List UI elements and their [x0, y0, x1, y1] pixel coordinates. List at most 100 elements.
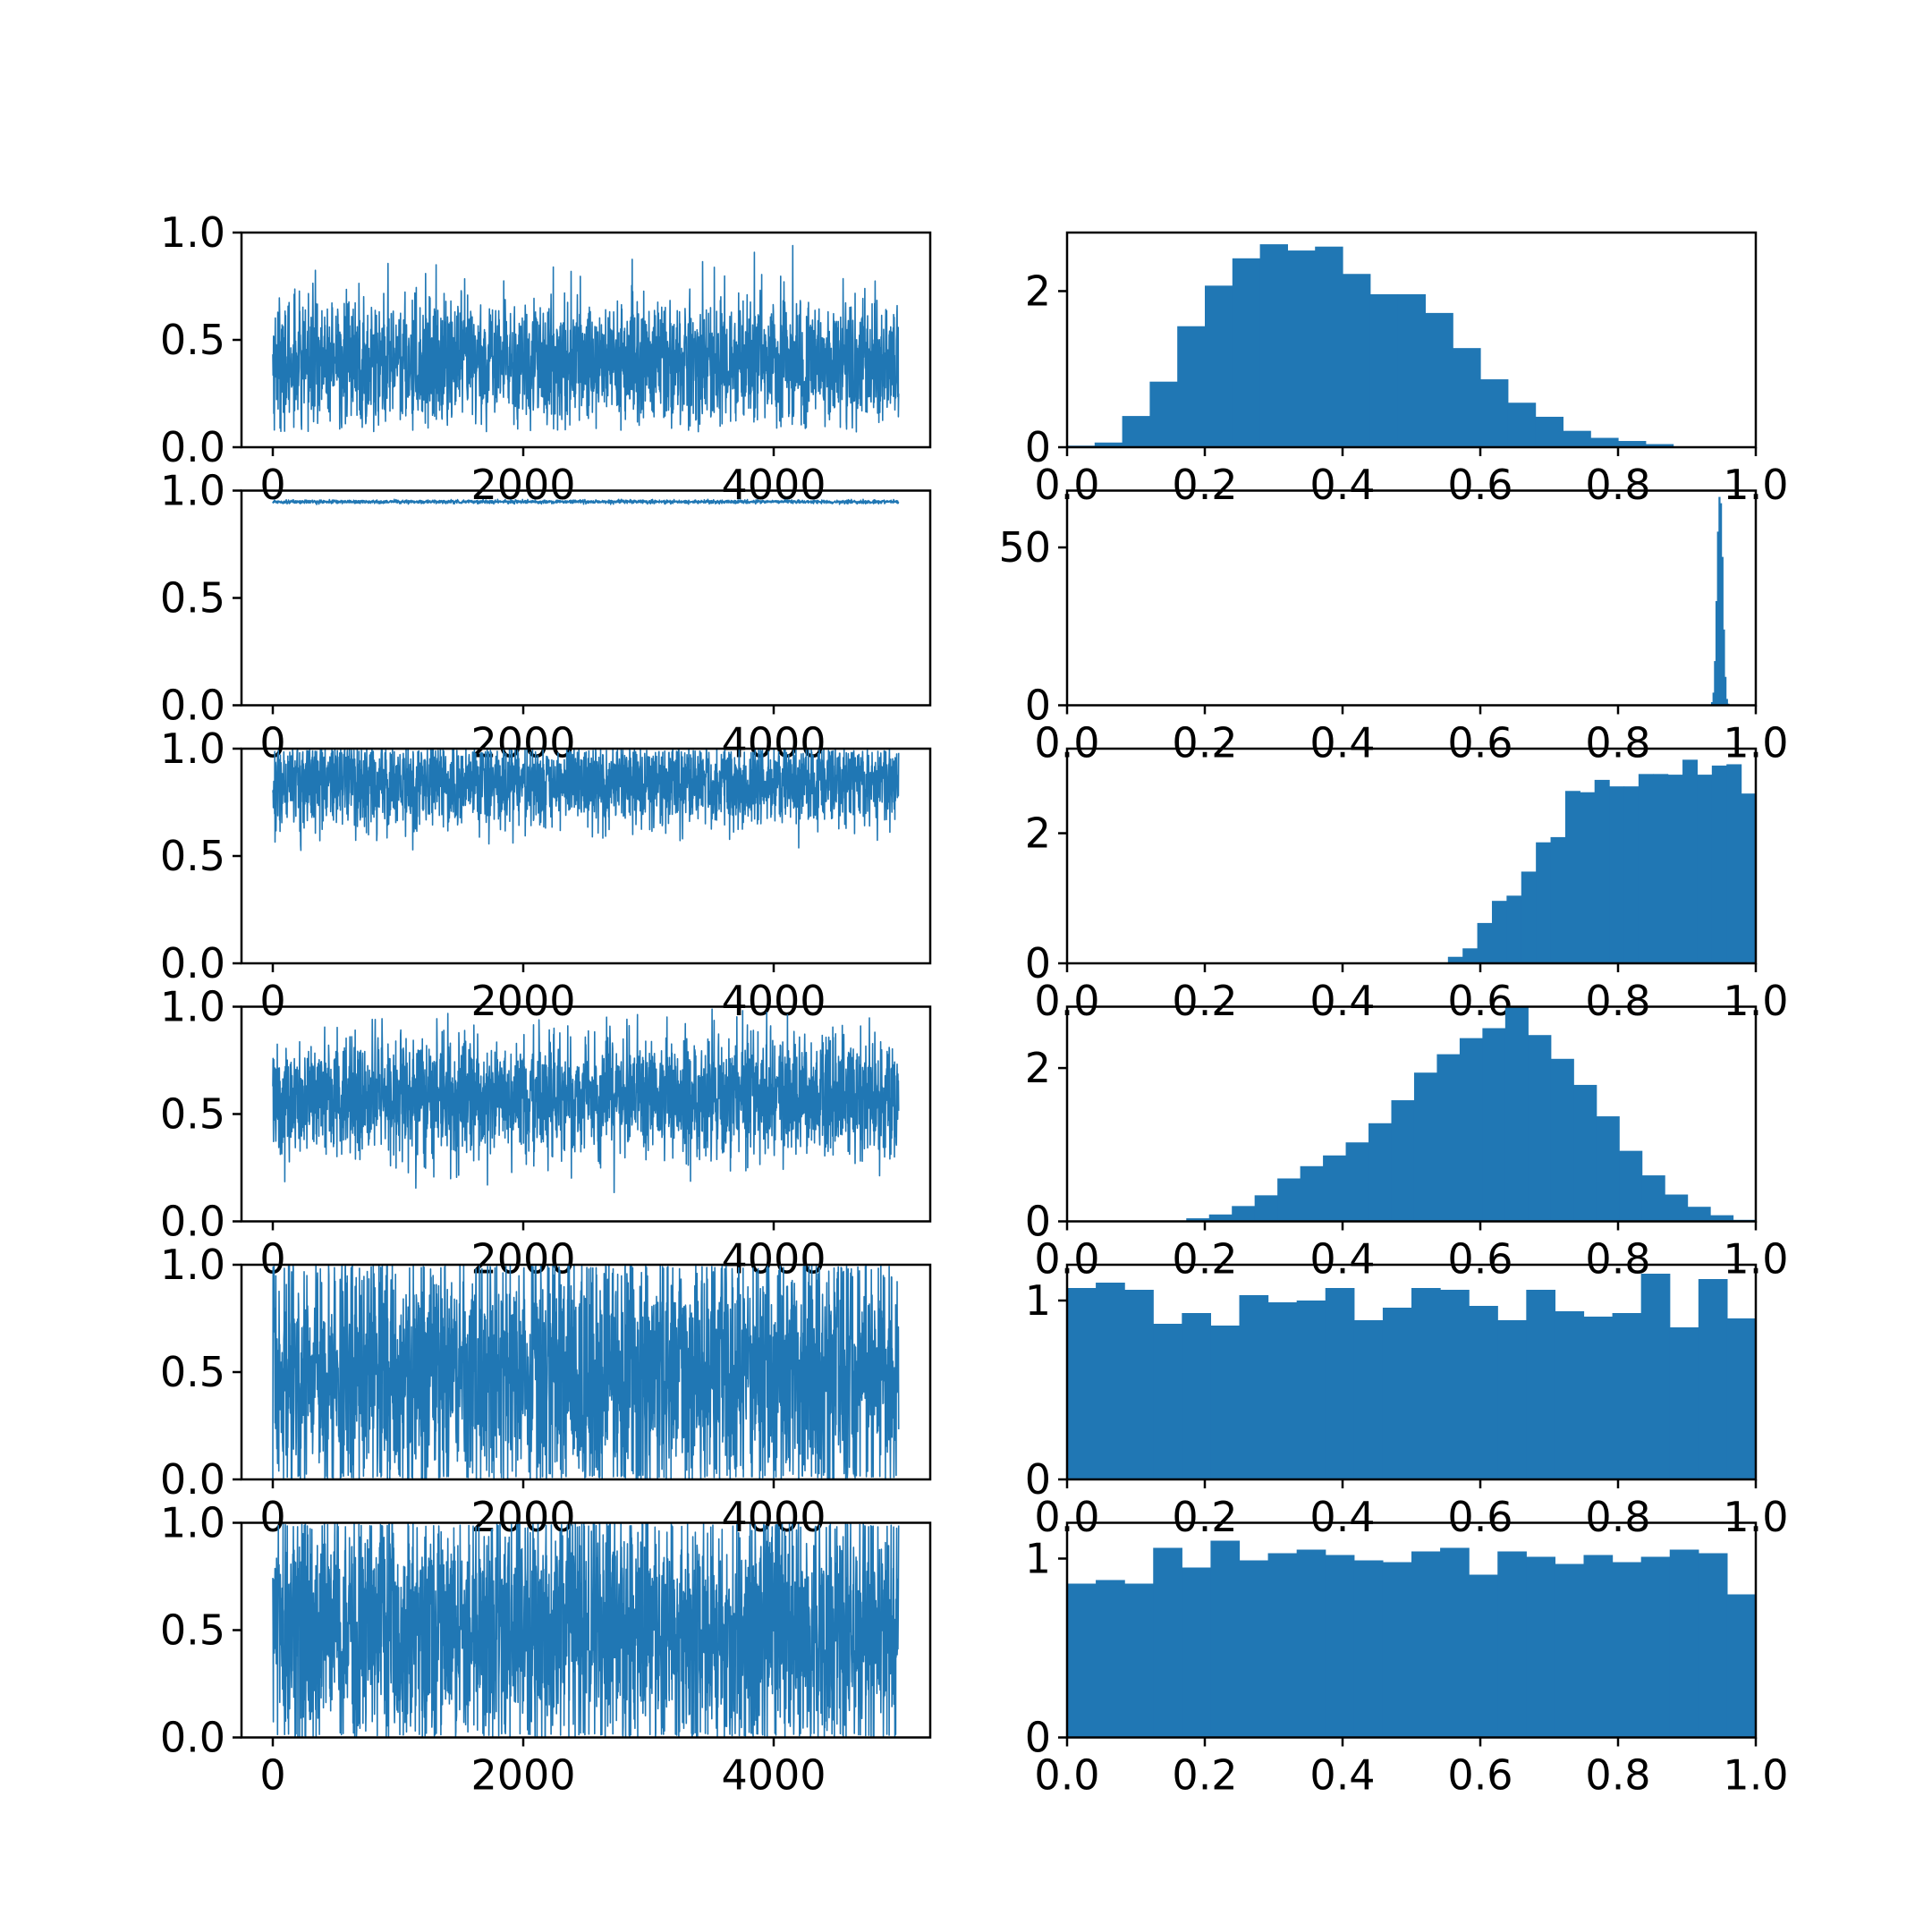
- hist-1-xtick-label: 0.6: [1447, 461, 1513, 509]
- hist-5-xtick-label: 0.2: [1172, 1493, 1237, 1541]
- hist-4-bar: [1641, 1175, 1665, 1222]
- hist-5-ytick-label: 1: [1025, 1276, 1051, 1325]
- hist-3-xtick-label: 0.4: [1309, 977, 1375, 1025]
- hist-3-bar: [1462, 948, 1479, 963]
- hist-5-bar: [1583, 1317, 1614, 1479]
- trace-4-frame: [240, 1005, 932, 1223]
- hist-3-bar: [1594, 779, 1610, 963]
- hist-5-bar: [1096, 1283, 1125, 1479]
- hist-1-bar: [1287, 250, 1316, 447]
- hist-4-bar: [1619, 1150, 1643, 1222]
- hist-4-xtick-label: 0.8: [1585, 1235, 1650, 1284]
- hist-4-xtick-label: 0.4: [1309, 1235, 1375, 1284]
- hist-3-ytick-label: 2: [1025, 809, 1051, 858]
- hist-1-bar: [1259, 244, 1288, 447]
- hist-4-bar: [1391, 1100, 1415, 1222]
- hist-2-frame: [1065, 489, 1758, 707]
- hist-5-bar: [1497, 1320, 1527, 1479]
- hist-1-bar: [1343, 274, 1371, 447]
- hist-2-bar: [1715, 601, 1718, 706]
- hist-6-xtick-label: 0.6: [1447, 1751, 1513, 1800]
- hist-4-bar: [1208, 1214, 1233, 1222]
- hist-6-ytick-label: 1: [1025, 1535, 1051, 1583]
- hist-6-xtick-label: 0.4: [1309, 1751, 1375, 1800]
- hist-1-bar: [1480, 379, 1509, 447]
- hist-3-bar: [1580, 792, 1596, 963]
- hist-6-xtick-label: 0.0: [1034, 1751, 1099, 1800]
- trace-3-xtick-label: 4000: [721, 977, 826, 1025]
- hist-4-bar: [1186, 1218, 1210, 1222]
- hist-5-bar: [1153, 1324, 1182, 1479]
- hist-2-xtick-label: 0.4: [1309, 719, 1375, 767]
- hist-5-bar: [1353, 1320, 1384, 1479]
- hist-4-bar: [1504, 1006, 1529, 1222]
- hist-6-bar: [1210, 1540, 1241, 1738]
- trace-6-panel: 0 2000 4000 0.0 0.5 1.0: [160, 1499, 932, 1800]
- hist-6-bar: [1440, 1547, 1470, 1738]
- hist-5-xtick-label: 0.6: [1447, 1493, 1513, 1541]
- hist-3-bar: [1623, 786, 1640, 963]
- hist-4-bar: [1550, 1058, 1574, 1222]
- hist-4-frame: [1065, 1005, 1758, 1223]
- hist-4-bar: [1596, 1116, 1620, 1222]
- hist-2-xtick-label: 0.6: [1447, 719, 1513, 767]
- hist-4-bar: [1665, 1194, 1689, 1222]
- hist-3-bar: [1638, 774, 1654, 963]
- hist-6-bar: [1555, 1563, 1585, 1738]
- hist-1-bar: [1453, 348, 1481, 447]
- hist-4-bar: [1413, 1072, 1438, 1222]
- trace-4-xtick-label: 4000: [721, 1235, 826, 1284]
- hist-6-bar: [1612, 1562, 1642, 1738]
- hist-6-bar: [1067, 1583, 1097, 1738]
- trace-5-ytick-label: 1.0: [160, 1241, 225, 1289]
- hist-5-bar: [1382, 1308, 1412, 1479]
- hist-1-bar: [1425, 312, 1453, 447]
- trace-6-xtick-label: 0: [259, 1751, 285, 1800]
- hist-6-xtick-label: 0.8: [1585, 1751, 1650, 1800]
- hist-6-bar: [1411, 1551, 1441, 1738]
- hist-4-panel: 0.0 0.2 0.4 0.6 0.8 1.002: [1025, 1005, 1789, 1284]
- hist-5-bar: [1640, 1274, 1671, 1479]
- hist-6-frame: [1065, 1521, 1758, 1739]
- hist-5-bar: [1669, 1327, 1699, 1479]
- hist-2-bars: [1710, 496, 1730, 706]
- hist-6-bar: [1726, 1594, 1756, 1738]
- hist-1-bar: [1507, 402, 1537, 447]
- hist-4-bar: [1710, 1215, 1734, 1222]
- hist-3-panel: 0.0 0.2 0.4 0.6 0.8 1.002: [1025, 747, 1789, 1025]
- hist-3-frame: [1065, 747, 1758, 965]
- hist-2-xtick-label: 0.2: [1172, 719, 1237, 767]
- hist-2-bar: [1714, 661, 1716, 706]
- hist-2-bar: [1721, 556, 1724, 706]
- hist-1-bars: [1067, 244, 1701, 447]
- hist-3-bar: [1447, 956, 1463, 963]
- hist-1-bar: [1645, 444, 1674, 447]
- hist-1-bar: [1535, 416, 1563, 447]
- hist-3-bar: [1564, 791, 1580, 963]
- hist-2-bar: [1712, 692, 1715, 706]
- hist-5-bar: [1555, 1311, 1585, 1479]
- trace-4-ytick-label: 0.5: [160, 1090, 225, 1139]
- hist-1-bar: [1149, 381, 1178, 447]
- hist-5-bar: [1067, 1288, 1097, 1479]
- hist-2-ytick-label: 0: [1025, 682, 1051, 730]
- hist-6-bar: [1182, 1567, 1212, 1738]
- hist-6-bars: [1067, 1540, 1756, 1738]
- hist-3-bar: [1741, 793, 1756, 963]
- hist-5-bar: [1698, 1279, 1728, 1479]
- hist-4-xtick-label: 0.2: [1172, 1235, 1237, 1284]
- hist-2-bar: [1719, 503, 1723, 706]
- hist-6-bar: [1153, 1547, 1182, 1738]
- hist-5-panel: 0.0 0.2 0.4 0.6 0.8 1.001: [1025, 1263, 1789, 1541]
- hist-3-bars: [1447, 759, 1756, 963]
- hist-6-bar: [1497, 1551, 1527, 1738]
- hist-4-bar: [1323, 1155, 1347, 1222]
- hist-4-bar: [1277, 1178, 1301, 1222]
- trace-2-ytick-label: 0.5: [160, 574, 225, 623]
- hist-3-bar: [1711, 765, 1727, 963]
- hist-3-bar: [1521, 871, 1537, 963]
- trace-3-xtick-label: 0: [259, 977, 285, 1025]
